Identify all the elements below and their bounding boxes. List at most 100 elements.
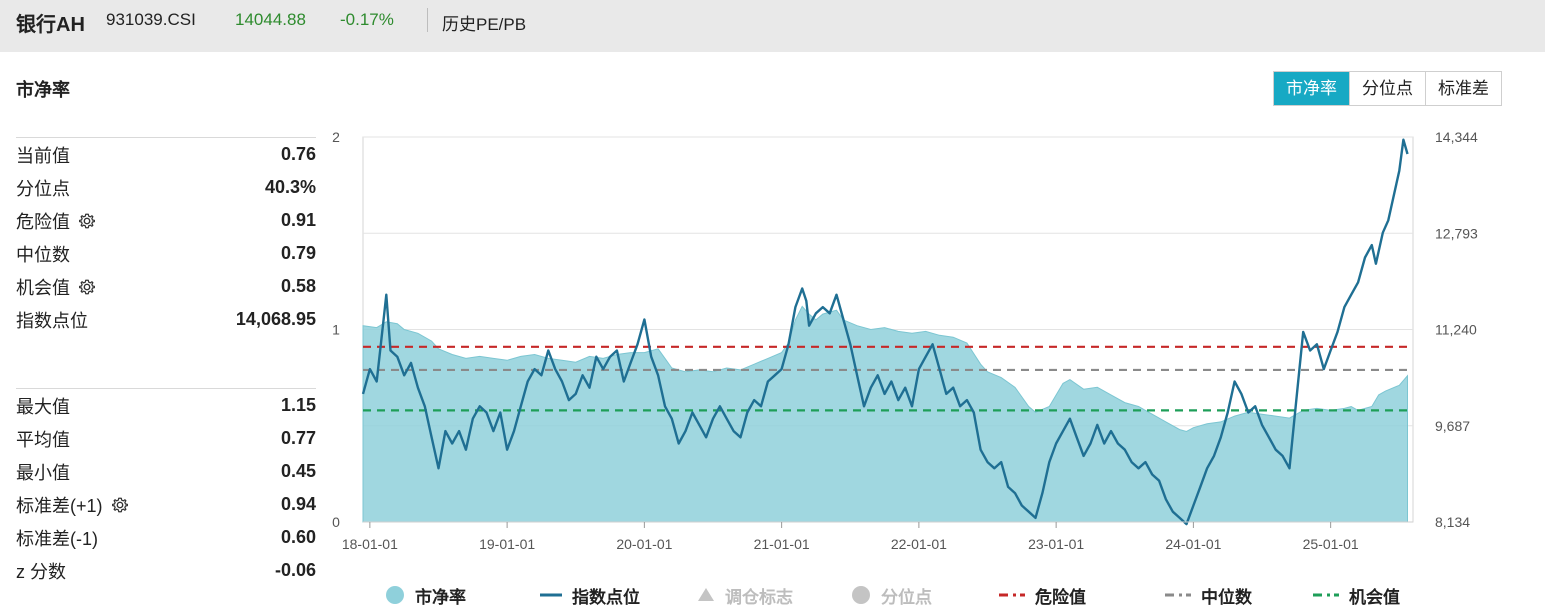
stat-label: z 分数	[16, 558, 66, 584]
metric-label: 历史PE/PB	[442, 15, 527, 34]
stat-row: 标准差(+1) 0.94	[16, 488, 316, 521]
stat-value: 40.3%	[264, 177, 316, 197]
y-right-tick-label: 14,344	[1435, 129, 1478, 145]
index-change: -0.17%	[340, 10, 394, 29]
stat-row: 标准差(-1) 0.60	[16, 521, 316, 554]
x-tick-label: 19-01-01	[479, 536, 535, 552]
stat-label: 最大值	[16, 393, 70, 419]
stat-label: 指数点位	[16, 307, 88, 333]
legend-dash-icon	[1313, 593, 1339, 597]
stat-row: 危险值 0.91	[16, 204, 316, 237]
legend-line-icon	[540, 593, 562, 597]
x-tick-label: 25-01-01	[1303, 536, 1359, 552]
index-name: 银行AH	[16, 14, 85, 36]
y-right-tick-label: 11,240	[1435, 322, 1477, 338]
gear-icon[interactable]	[78, 212, 96, 230]
y-right-tick-label: 8,134	[1435, 514, 1470, 530]
legend-item[interactable]: 市净率	[385, 582, 466, 608]
y-left-tick-label: 1	[332, 322, 340, 338]
tab-std-dev[interactable]: 标准差	[1425, 72, 1501, 105]
x-tick-label: 22-01-01	[891, 536, 947, 552]
stat-row: 机会值 0.58	[16, 270, 316, 303]
legend-triangle-icon	[698, 588, 714, 601]
tab-pb[interactable]: 市净率	[1274, 72, 1349, 105]
pb-chart: 18-01-01 19-01-01 20-01-01 21-01-01 22-01-01…	[332, 129, 1478, 552]
y-left-tick-label: 2	[332, 129, 340, 145]
stat-row: 中位数 0.79	[16, 237, 316, 270]
legend-label: 市净率	[415, 587, 466, 607]
legend-item[interactable]: 中位数	[1165, 582, 1252, 608]
stats-current: 当前值 0.76 分位点 40.3% 危险值 0.91 中位数 0.79 机会值 0.58 指数点位…	[16, 137, 316, 336]
stat-value: 0.76	[280, 144, 316, 164]
stat-label-text: 标准差(+1)	[16, 495, 103, 516]
stat-label-text: 当前值	[16, 145, 70, 166]
stat-label-text: 最大值	[16, 396, 70, 417]
legend-label: 机会值	[1349, 587, 1400, 607]
stat-label-text: 指数点位	[16, 310, 88, 331]
index-line-series	[361, 138, 1409, 526]
legend-label: 危险值	[1035, 587, 1086, 607]
index-price: 14044.88	[235, 10, 306, 29]
tab-percentile[interactable]: 分位点	[1349, 72, 1425, 105]
stat-label-text: 危险值	[16, 211, 70, 232]
stat-label: 标准差(-1)	[16, 525, 98, 551]
stat-label: 中位数	[16, 241, 70, 267]
stat-label: 标准差(+1)	[16, 492, 129, 518]
x-tick-label: 21-01-01	[754, 536, 810, 552]
legend-item[interactable]: 分位点	[851, 582, 932, 608]
legend-label: 调仓标志	[725, 587, 793, 607]
stat-label: 平均值	[16, 426, 70, 452]
gear-icon[interactable]	[111, 496, 129, 514]
stats-history: 最大值 1.15 平均值 0.77 最小值 0.45 标准差(+1) 0.94 标准差(-1) 0…	[16, 388, 316, 587]
index-code: 931039.CSI	[106, 10, 196, 29]
stat-row: 平均值 0.77	[16, 422, 316, 455]
stat-value: 0.91	[280, 210, 316, 230]
stat-value: 14,068.95	[235, 309, 316, 329]
metric-tabs: 市净率 分位点 标准差	[1273, 71, 1502, 106]
x-tick-label: 20-01-01	[616, 536, 672, 552]
stat-value: 0.60	[280, 527, 316, 547]
x-tick-label: 18-01-01	[342, 536, 398, 552]
stat-label-text: 分位点	[16, 178, 70, 199]
stat-label: 危险值	[16, 208, 96, 234]
stat-label: 分位点	[16, 175, 70, 201]
y-right-tick-label: 12,793	[1435, 225, 1478, 241]
legend-item[interactable]: 指数点位	[540, 582, 640, 608]
legend-dot-icon	[386, 586, 404, 604]
legend-dot-icon	[852, 586, 870, 604]
stat-row: 最小值 0.45	[16, 455, 316, 488]
stat-label-text: 机会值	[16, 277, 70, 298]
stat-row: z 分数 -0.06	[16, 554, 316, 587]
gear-icon[interactable]	[78, 278, 96, 296]
stat-value: 0.45	[280, 461, 316, 481]
stat-label: 最小值	[16, 459, 70, 485]
legend-item[interactable]: 调仓标志	[697, 582, 793, 608]
stat-row: 最大值 1.15	[16, 389, 316, 422]
legend-dash-icon	[999, 593, 1025, 597]
stat-value: 0.58	[280, 276, 316, 296]
stat-label-text: z 分数	[16, 561, 67, 582]
stat-label-text: 标准差(-1)	[16, 528, 98, 549]
chart-legend: 市净率 指数点位 调仓标志 分位点 危险值 中位数 机会值	[385, 582, 1445, 608]
y-left-tick-label: 0	[332, 514, 340, 530]
legend-dash-icon	[1165, 593, 1191, 597]
legend-label: 中位数	[1201, 587, 1252, 607]
stat-row: 指数点位 14,068.95	[16, 303, 316, 336]
stat-value: 0.77	[280, 428, 316, 448]
x-tick-label: 24-01-01	[1165, 536, 1221, 552]
legend-label: 指数点位	[572, 587, 640, 607]
stat-value: 0.94	[280, 494, 316, 514]
stat-row: 分位点 40.3%	[16, 171, 316, 204]
pb-area-series	[362, 305, 1408, 523]
stat-value: 0.79	[280, 243, 316, 263]
legend-item[interactable]: 危险值	[999, 582, 1086, 608]
stat-row: 当前值 0.76	[16, 138, 316, 171]
legend-label: 分位点	[881, 587, 932, 607]
stat-label: 当前值	[16, 142, 70, 168]
stat-label-text: 最小值	[16, 462, 70, 483]
stat-label-text: 平均值	[16, 429, 70, 450]
y-right-tick-label: 9,687	[1435, 418, 1470, 434]
top-bar: 银行AH 931039.CSI 14044.88 -0.17% 历史PE/PB	[0, 0, 1545, 52]
stat-label: 机会值	[16, 274, 96, 300]
legend-item[interactable]: 机会值	[1313, 582, 1400, 608]
